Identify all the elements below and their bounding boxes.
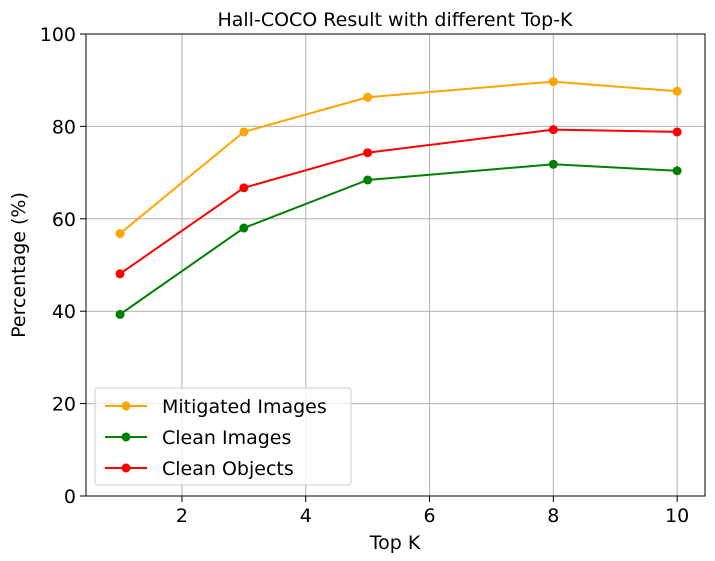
legend: Mitigated Images Clean Images Clean Object…: [94, 387, 352, 486]
x-axis-title: Top K: [369, 532, 421, 554]
series-mitigated-images: [115, 77, 682, 239]
y-axis-ticks: 0 20 40 60 80 100: [40, 24, 86, 508]
y-tick-label: 60: [52, 209, 76, 231]
legend-marker: [121, 432, 131, 442]
series-line: [119, 163, 678, 316]
series-layer: [115, 77, 682, 319]
data-point: [239, 223, 249, 233]
data-point: [239, 127, 249, 137]
x-tick-label: 10: [665, 505, 689, 527]
y-axis-title: Percentage (%): [8, 192, 30, 338]
series-line: [119, 128, 678, 275]
y-tick-label: 20: [52, 394, 76, 416]
data-point: [115, 269, 125, 279]
data-point: [115, 229, 125, 239]
series-line: [119, 80, 678, 235]
legend-box: [94, 387, 352, 486]
data-point: [363, 175, 373, 185]
y-tick-label: 100: [40, 24, 76, 46]
legend-marker: [121, 401, 131, 411]
x-axis-ticks: 2 4 6 8 10: [176, 496, 689, 527]
data-point: [363, 92, 373, 102]
data-point: [115, 309, 125, 319]
series-clean-images: [115, 159, 682, 319]
data-point: [548, 159, 558, 169]
data-point: [672, 86, 682, 96]
y-tick-label: 0: [64, 486, 76, 508]
legend-label: Clean Images: [162, 427, 291, 449]
legend-label: Clean Objects: [162, 458, 294, 480]
data-point: [548, 125, 558, 135]
x-tick-label: 6: [423, 505, 435, 527]
data-point: [363, 148, 373, 158]
plot-frame: [85, 33, 706, 497]
x-tick-label: 8: [547, 505, 559, 527]
data-point: [672, 127, 682, 137]
data-point: [548, 77, 558, 87]
chart-title: Hall-COCO Result with different Top-K: [217, 9, 573, 31]
data-point: [672, 166, 682, 176]
y-tick-label: 80: [52, 116, 76, 138]
legend-label: Mitigated Images: [162, 396, 327, 418]
series-clean-objects: [115, 125, 682, 279]
y-tick-label: 40: [52, 301, 76, 323]
x-tick-label: 4: [300, 505, 312, 527]
data-point: [239, 183, 249, 193]
x-tick-label: 2: [176, 505, 188, 527]
legend-marker: [121, 463, 131, 473]
